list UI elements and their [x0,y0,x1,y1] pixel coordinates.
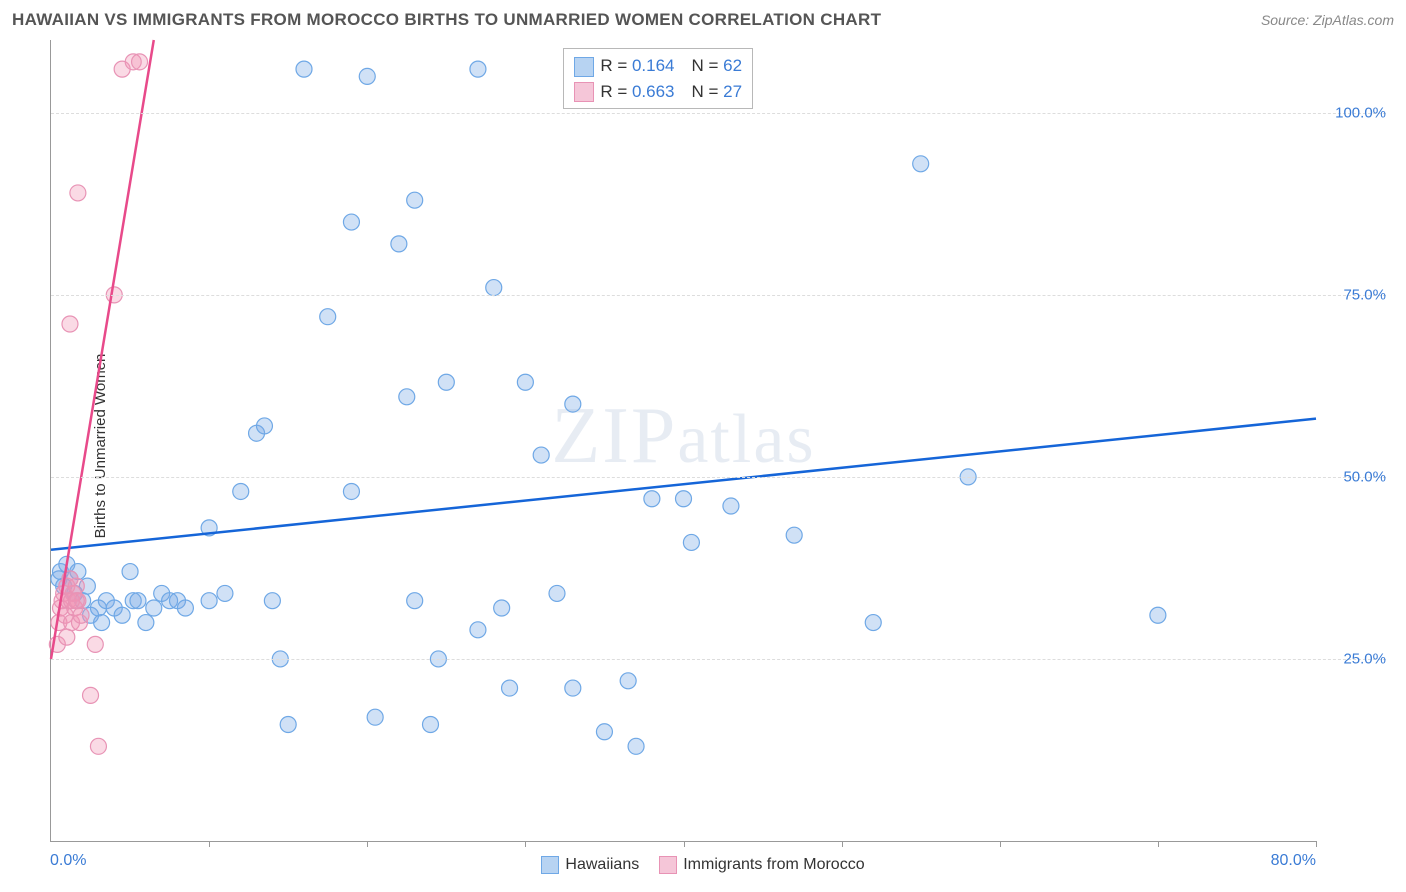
scatter-point [256,418,272,434]
scatter-point [94,615,110,631]
x-tick [1000,841,1001,847]
scatter-point [343,483,359,499]
scatter-point [470,622,486,638]
stat-row: R = 0.164 N = 62 [574,53,742,79]
scatter-point [391,236,407,252]
scatter-point [470,61,486,77]
scatter-point [343,214,359,230]
scatter-point [201,593,217,609]
gridline [51,113,1386,114]
scatter-point [438,374,454,390]
scatter-point [296,61,312,77]
gridline [51,659,1386,660]
scatter-point [87,636,103,652]
x-tick [525,841,526,847]
scatter-point [423,716,439,732]
chart-title: HAWAIIAN VS IMMIGRANTS FROM MOROCCO BIRT… [12,10,881,30]
scatter-point [280,716,296,732]
scatter-point [407,192,423,208]
scatter-point [644,491,660,507]
trend-line [51,40,154,659]
scatter-point [565,680,581,696]
scatter-point [683,534,699,550]
scatter-point [565,396,581,412]
scatter-point [865,615,881,631]
scatter-point [217,585,233,601]
scatter-point [676,491,692,507]
scatter-svg [51,40,1316,841]
x-tick [1316,841,1317,847]
scatter-point [367,709,383,725]
source-label: Source: ZipAtlas.com [1261,12,1394,28]
scatter-point [68,593,84,609]
correlation-stat-box: R = 0.164 N = 62R = 0.663 N = 27 [563,48,753,109]
scatter-point [320,309,336,325]
x-tick [1158,841,1159,847]
y-tick-label: 25.0% [1326,650,1386,667]
gridline [51,295,1386,296]
x-tick [367,841,368,847]
scatter-point [114,607,130,623]
scatter-point [407,593,423,609]
stat-row: R = 0.663 N = 27 [574,79,742,105]
scatter-point [494,600,510,616]
scatter-point [132,54,148,70]
scatter-point [59,629,75,645]
scatter-point [90,738,106,754]
scatter-point [62,316,78,332]
scatter-point [628,738,644,754]
scatter-point [502,680,518,696]
scatter-point [122,564,138,580]
scatter-point [177,600,193,616]
legend-label: Hawaiians [565,856,639,874]
y-tick-label: 50.0% [1326,468,1386,485]
scatter-point [70,185,86,201]
plot-area: ZIPatlas R = 0.164 N = 62R = 0.663 N = 2… [50,40,1316,842]
x-tick [209,841,210,847]
scatter-point [1150,607,1166,623]
y-tick-label: 75.0% [1326,286,1386,303]
x-tick [684,841,685,847]
scatter-point [786,527,802,543]
legend-item: Immigrants from Morocco [659,856,864,874]
scatter-point [913,156,929,172]
scatter-point [359,68,375,84]
legend-item: Hawaiians [541,856,639,874]
scatter-point [549,585,565,601]
scatter-point [83,687,99,703]
bottom-legend: Hawaiians Immigrants from Morocco [0,856,1406,874]
y-tick-label: 100.0% [1326,104,1386,121]
scatter-point [68,578,84,594]
scatter-point [533,447,549,463]
legend-label: Immigrants from Morocco [683,856,864,874]
scatter-point [620,673,636,689]
scatter-point [596,724,612,740]
scatter-point [73,607,89,623]
scatter-point [399,389,415,405]
scatter-point [130,593,146,609]
x-tick [842,841,843,847]
scatter-point [486,280,502,296]
scatter-point [264,593,280,609]
legend-swatch [541,856,559,874]
scatter-point [723,498,739,514]
scatter-point [146,600,162,616]
scatter-point [233,483,249,499]
legend-swatch [659,856,677,874]
scatter-point [138,615,154,631]
gridline [51,477,1386,478]
scatter-point [517,374,533,390]
